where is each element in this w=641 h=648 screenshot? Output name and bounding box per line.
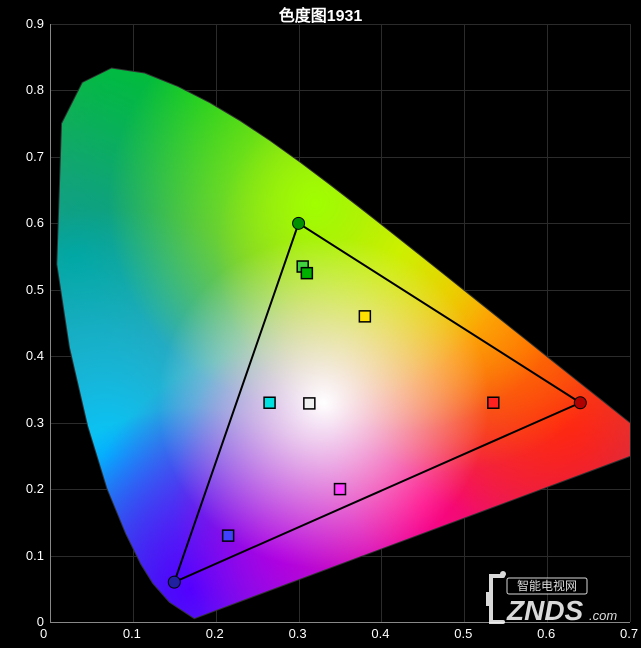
x-tick-label: 0.3 — [289, 626, 307, 641]
y-tick-label: 0.2 — [26, 481, 44, 496]
y-tick-label: 0.5 — [26, 282, 44, 297]
y-tick-label: 0.3 — [26, 415, 44, 430]
color-marker — [304, 398, 315, 409]
color-marker — [335, 484, 346, 495]
x-tick-label: 0.4 — [371, 626, 389, 641]
color-marker — [301, 268, 312, 279]
y-tick-label: 0.8 — [26, 82, 44, 97]
triangle-vertex — [168, 576, 180, 588]
color-marker — [223, 530, 234, 541]
cie-gamut-fill — [50, 24, 630, 622]
y-tick-label: 0.9 — [26, 16, 44, 31]
color-marker — [488, 397, 499, 408]
y-tick-label: 0.6 — [26, 215, 44, 230]
triangle-vertex — [293, 217, 305, 229]
y-tick-label: 0.7 — [26, 149, 44, 164]
color-marker — [264, 397, 275, 408]
y-tick-label: 0 — [37, 614, 44, 629]
triangle-vertex — [574, 397, 586, 409]
chart-svg — [50, 24, 630, 622]
y-tick-label: 0.4 — [26, 348, 44, 363]
x-gridline — [630, 24, 631, 622]
cie1931-chart: 色度图1931 智能电视网ZNDS.com 00.10.20.30.40.50.… — [0, 0, 641, 648]
y-tick-label: 0.1 — [26, 548, 44, 563]
color-marker — [359, 311, 370, 322]
plot-area — [50, 24, 630, 622]
chart-title: 色度图1931 — [0, 2, 641, 26]
x-tick-label: 0.7 — [620, 626, 638, 641]
x-tick-label: 0.2 — [206, 626, 224, 641]
x-tick-label: 0.1 — [123, 626, 141, 641]
x-axis — [50, 622, 630, 623]
x-tick-label: 0.5 — [454, 626, 472, 641]
x-tick-label: 0.6 — [537, 626, 555, 641]
